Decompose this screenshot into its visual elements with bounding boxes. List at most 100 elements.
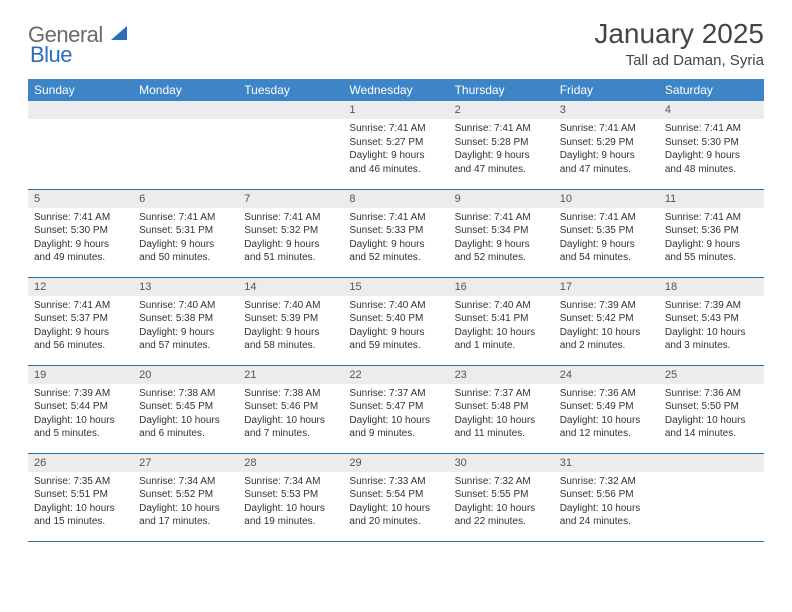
day-cell: 3Sunrise: 7:41 AMSunset: 5:29 PMDaylight… (554, 101, 659, 189)
daylight-line1: Daylight: 10 hours (665, 414, 758, 428)
day-details: Sunrise: 7:41 AMSunset: 5:30 PMDaylight:… (659, 119, 764, 182)
sunrise: Sunrise: 7:41 AM (665, 211, 758, 225)
day-details: Sunrise: 7:41 AMSunset: 5:36 PMDaylight:… (659, 208, 764, 271)
sunrise: Sunrise: 7:40 AM (455, 299, 548, 313)
day-number: 9 (449, 190, 554, 208)
daylight-line2: and 47 minutes. (455, 163, 548, 177)
sunset: Sunset: 5:44 PM (34, 400, 127, 414)
week-row: 1Sunrise: 7:41 AMSunset: 5:27 PMDaylight… (28, 101, 764, 189)
day-cell: 10Sunrise: 7:41 AMSunset: 5:35 PMDayligh… (554, 189, 659, 277)
location: Tall ad Daman, Syria (594, 52, 764, 69)
daylight-line2: and 1 minute. (455, 339, 548, 353)
sunrise: Sunrise: 7:38 AM (139, 387, 232, 401)
sunrise: Sunrise: 7:41 AM (139, 211, 232, 225)
day-cell: 17Sunrise: 7:39 AMSunset: 5:42 PMDayligh… (554, 277, 659, 365)
sunrise: Sunrise: 7:41 AM (455, 122, 548, 136)
daylight-line2: and 24 minutes. (560, 515, 653, 529)
sunrise: Sunrise: 7:41 AM (349, 211, 442, 225)
daylight-line2: and 46 minutes. (349, 163, 442, 177)
daylight-line2: and 49 minutes. (34, 251, 127, 265)
daylight-line1: Daylight: 10 hours (34, 414, 127, 428)
weekday-header: Thursday (449, 79, 554, 101)
weekday-header: Saturday (659, 79, 764, 101)
daylight-line2: and 50 minutes. (139, 251, 232, 265)
daylight-line1: Daylight: 9 hours (455, 238, 548, 252)
daylight-line1: Daylight: 10 hours (455, 414, 548, 428)
sunrise: Sunrise: 7:34 AM (139, 475, 232, 489)
sunset: Sunset: 5:35 PM (560, 224, 653, 238)
daylight-line2: and 59 minutes. (349, 339, 442, 353)
day-details: Sunrise: 7:35 AMSunset: 5:51 PMDaylight:… (28, 472, 133, 535)
sunrise: Sunrise: 7:41 AM (34, 211, 127, 225)
daylight-line2: and 3 minutes. (665, 339, 758, 353)
day-number: 10 (554, 190, 659, 208)
day-number: 20 (133, 366, 238, 384)
week-row: 19Sunrise: 7:39 AMSunset: 5:44 PMDayligh… (28, 365, 764, 453)
calendar-head: SundayMondayTuesdayWednesdayThursdayFrid… (28, 79, 764, 101)
day-number: 28 (238, 454, 343, 472)
sunrise: Sunrise: 7:41 AM (34, 299, 127, 313)
daylight-line2: and 9 minutes. (349, 427, 442, 441)
day-number: 29 (343, 454, 448, 472)
sunrise: Sunrise: 7:40 AM (244, 299, 337, 313)
day-cell: 24Sunrise: 7:36 AMSunset: 5:49 PMDayligh… (554, 365, 659, 453)
daylight-line1: Daylight: 10 hours (560, 326, 653, 340)
daylight-line1: Daylight: 10 hours (349, 414, 442, 428)
daylight-line1: Daylight: 9 hours (244, 238, 337, 252)
week-row: 5Sunrise: 7:41 AMSunset: 5:30 PMDaylight… (28, 189, 764, 277)
sunset: Sunset: 5:51 PM (34, 488, 127, 502)
logo-sail-icon (109, 24, 129, 47)
sunset: Sunset: 5:49 PM (560, 400, 653, 414)
day-number: 21 (238, 366, 343, 384)
day-details: Sunrise: 7:41 AMSunset: 5:35 PMDaylight:… (554, 208, 659, 271)
day-number: 30 (449, 454, 554, 472)
day-cell: 29Sunrise: 7:33 AMSunset: 5:54 PMDayligh… (343, 453, 448, 541)
daylight-line2: and 48 minutes. (665, 163, 758, 177)
day-details: Sunrise: 7:33 AMSunset: 5:54 PMDaylight:… (343, 472, 448, 535)
day-cell: 22Sunrise: 7:37 AMSunset: 5:47 PMDayligh… (343, 365, 448, 453)
sunrise: Sunrise: 7:33 AM (349, 475, 442, 489)
sunrise: Sunrise: 7:41 AM (349, 122, 442, 136)
logo-blue-text-wrap: Blue (30, 42, 72, 68)
day-details: Sunrise: 7:38 AMSunset: 5:45 PMDaylight:… (133, 384, 238, 447)
sunset: Sunset: 5:34 PM (455, 224, 548, 238)
sunset: Sunset: 5:38 PM (139, 312, 232, 326)
daylight-line2: and 55 minutes. (665, 251, 758, 265)
day-cell: 30Sunrise: 7:32 AMSunset: 5:55 PMDayligh… (449, 453, 554, 541)
day-number: 2 (449, 101, 554, 119)
day-number: 26 (28, 454, 133, 472)
sunrise: Sunrise: 7:34 AM (244, 475, 337, 489)
daylight-line1: Daylight: 10 hours (34, 502, 127, 516)
day-details: Sunrise: 7:40 AMSunset: 5:39 PMDaylight:… (238, 296, 343, 359)
empty-cell (659, 453, 764, 541)
daylight-line2: and 57 minutes. (139, 339, 232, 353)
day-cell: 1Sunrise: 7:41 AMSunset: 5:27 PMDaylight… (343, 101, 448, 189)
sunrise: Sunrise: 7:41 AM (244, 211, 337, 225)
day-details: Sunrise: 7:41 AMSunset: 5:32 PMDaylight:… (238, 208, 343, 271)
daylight-line2: and 52 minutes. (455, 251, 548, 265)
weekday-header: Tuesday (238, 79, 343, 101)
day-number: 16 (449, 278, 554, 296)
sunrise: Sunrise: 7:39 AM (560, 299, 653, 313)
sunset: Sunset: 5:53 PM (244, 488, 337, 502)
daylight-line1: Daylight: 10 hours (244, 414, 337, 428)
day-details: Sunrise: 7:41 AMSunset: 5:33 PMDaylight:… (343, 208, 448, 271)
day-cell: 13Sunrise: 7:40 AMSunset: 5:38 PMDayligh… (133, 277, 238, 365)
daylight-line2: and 58 minutes. (244, 339, 337, 353)
sunrise: Sunrise: 7:36 AM (560, 387, 653, 401)
day-number: 5 (28, 190, 133, 208)
day-details: Sunrise: 7:41 AMSunset: 5:31 PMDaylight:… (133, 208, 238, 271)
daylight-line2: and 12 minutes. (560, 427, 653, 441)
daylight-line2: and 15 minutes. (34, 515, 127, 529)
week-row: 26Sunrise: 7:35 AMSunset: 5:51 PMDayligh… (28, 453, 764, 541)
sunrise: Sunrise: 7:41 AM (560, 211, 653, 225)
sunset: Sunset: 5:48 PM (455, 400, 548, 414)
day-cell: 28 Sunrise: 7:34 AMSunset: 5:53 PMDayligh… (238, 453, 343, 541)
daylight-line1: Daylight: 9 hours (560, 238, 653, 252)
day-number: 22 (343, 366, 448, 384)
day-details: Sunrise: 7:38 AMSunset: 5:46 PMDaylight:… (238, 384, 343, 447)
daylight-line1: Daylight: 10 hours (244, 502, 337, 516)
sunset: Sunset: 5:37 PM (34, 312, 127, 326)
day-details: Sunrise: 7:40 AMSunset: 5:41 PMDaylight:… (449, 296, 554, 359)
daylight-line2: and 47 minutes. (560, 163, 653, 177)
